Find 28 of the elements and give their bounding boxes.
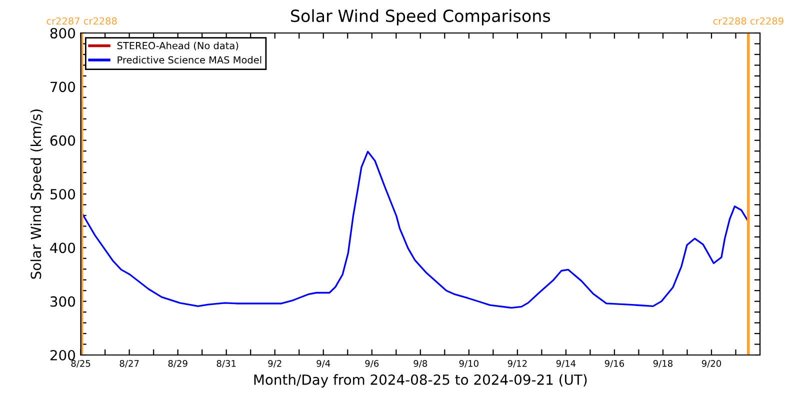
y-tick-label: 700 bbox=[50, 82, 76, 92]
y-tick-label: 800 bbox=[50, 28, 76, 38]
y-tick-label: 200 bbox=[50, 350, 76, 360]
x-tick-label: 8/27 bbox=[120, 360, 139, 368]
x-tick-label: 9/6 bbox=[365, 360, 379, 368]
legend-label: STEREO-Ahead (No data) bbox=[117, 42, 238, 50]
ref-line-label: cr2288 cr2289 bbox=[713, 17, 784, 25]
x-tick-label: 8/25 bbox=[71, 360, 90, 368]
x-tick-label: 8/29 bbox=[168, 360, 188, 368]
chart-title: Solar Wind Speed Comparisons bbox=[291, 9, 550, 26]
ref-line-label: cr2287 cr2288 bbox=[46, 17, 117, 25]
x-axis-title: Month/Day from 2024-08-25 to 2024-09-21 (UT) bbox=[254, 374, 587, 388]
x-tick-label: 9/10 bbox=[459, 360, 478, 368]
x-tick-label: 9/18 bbox=[653, 360, 672, 368]
x-tick-label: 9/4 bbox=[316, 360, 330, 368]
x-tick-label: 9/16 bbox=[604, 360, 624, 368]
x-tick-label: 9/2 bbox=[268, 360, 282, 368]
x-tick-label: 9/8 bbox=[414, 360, 428, 368]
x-tick-label: 9/14 bbox=[556, 360, 576, 368]
y-tick-label: 500 bbox=[50, 188, 76, 200]
y-tick-label: 600 bbox=[50, 135, 76, 146]
x-tick-label: 9/20 bbox=[702, 360, 722, 368]
y-axis-title: Solar Wind Speed (km/s) bbox=[30, 109, 44, 279]
x-tick-label: 8/31 bbox=[216, 360, 236, 368]
y-tick-label: 400 bbox=[50, 242, 76, 254]
x-tick-label: 9/12 bbox=[508, 360, 527, 368]
legend-label: Predictive Science MAS Model bbox=[118, 56, 262, 64]
y-tick-label: 300 bbox=[50, 296, 76, 307]
